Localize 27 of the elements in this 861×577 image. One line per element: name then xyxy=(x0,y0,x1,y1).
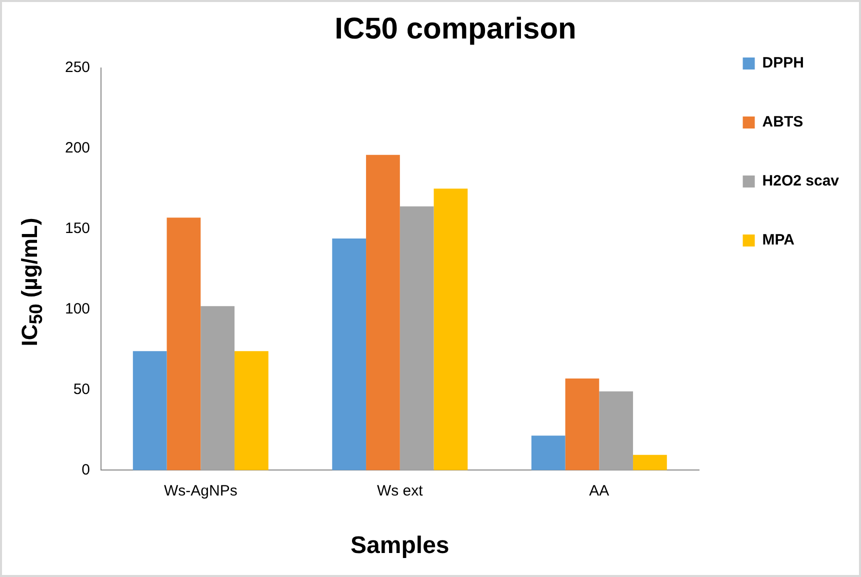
bar xyxy=(166,218,201,470)
bar xyxy=(132,351,167,470)
bar xyxy=(200,306,235,470)
y-tick-label: 50 xyxy=(73,380,90,398)
bar xyxy=(234,351,268,470)
bar xyxy=(599,391,634,470)
legend-label: H2O2 scav xyxy=(762,172,840,190)
chart-title: IC50 comparison xyxy=(334,12,576,46)
legend-label: ABTS xyxy=(762,114,804,131)
y-tick-label: 150 xyxy=(64,220,90,238)
bar xyxy=(332,238,366,470)
x-tick-label: Ws-AgNPs xyxy=(164,482,238,500)
y-tick-label: 100 xyxy=(64,300,90,318)
bar xyxy=(400,206,434,470)
y-tick-label: 0 xyxy=(82,461,90,478)
x-axis-title: Samples xyxy=(350,532,450,560)
x-tick-label: Ws ext xyxy=(376,482,424,500)
y-tick-label: 200 xyxy=(64,140,90,157)
bar xyxy=(633,454,667,470)
bar xyxy=(565,378,600,470)
y-tick-label: 250 xyxy=(64,59,90,76)
bar xyxy=(531,436,566,470)
legend-label: MPA xyxy=(762,232,795,249)
x-tick-label: AA xyxy=(589,482,610,500)
bar xyxy=(366,154,400,470)
bar xyxy=(434,188,468,470)
legend-label: DPPH xyxy=(762,54,804,72)
